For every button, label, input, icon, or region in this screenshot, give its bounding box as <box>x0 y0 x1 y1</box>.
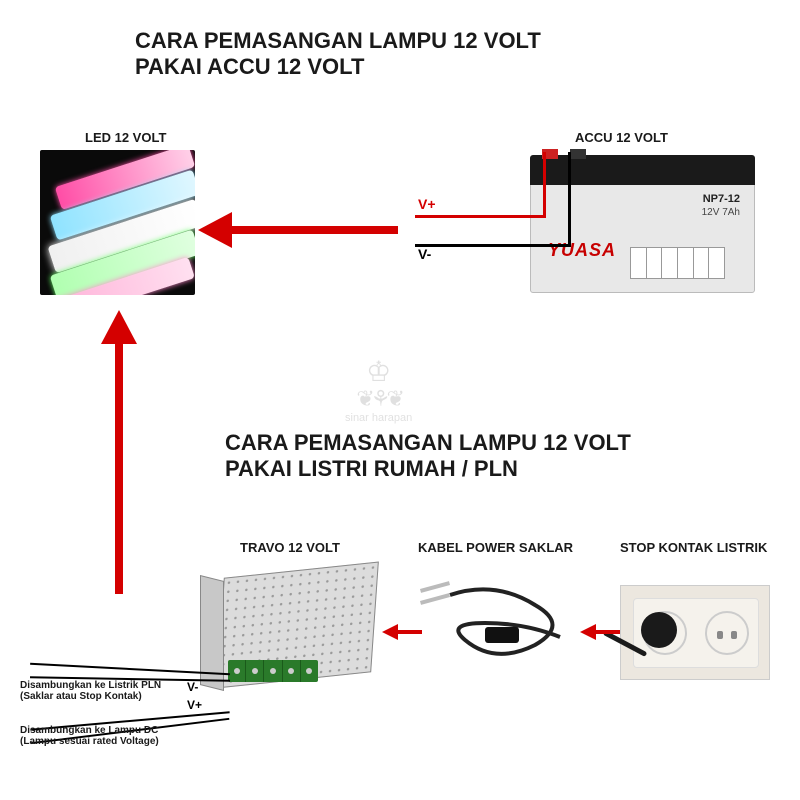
led-module <box>40 150 195 295</box>
label-vplus: V+ <box>418 196 436 212</box>
wire-vplus <box>415 215 545 218</box>
label-stop: STOP KONTAK LISTRIK <box>620 540 767 555</box>
title-1-line2: PAKAI ACCU 12 VOLT <box>135 54 541 80</box>
arrow-cable-to-psu <box>396 630 422 634</box>
arrow-travo-to-led-head <box>101 310 137 344</box>
note-pln: Disambungkan ke Listrik PLN (Saklar atau… <box>20 680 161 702</box>
title-2-line2: PAKAI LISTRI RUMAH / PLN <box>225 456 631 482</box>
label-kabel: KABEL POWER SAKLAR <box>418 540 573 555</box>
battery-model: NP7-12 <box>703 193 740 205</box>
arrow-outlet-to-cable-head <box>580 624 596 640</box>
arrow-accu-to-led-head <box>198 212 232 248</box>
label-vminus2: V- <box>187 680 198 694</box>
wall-outlet <box>620 585 770 680</box>
arrow-outlet-to-cable <box>594 630 620 634</box>
arrow-cable-to-psu-head <box>382 624 398 640</box>
title-1: CARA PEMASANGAN LAMPU 12 VOLT PAKAI ACCU… <box>135 28 541 81</box>
arrow-accu-to-led <box>228 226 398 234</box>
laurel-icon: ❦⚘❦ <box>345 386 412 412</box>
power-cable <box>415 575 580 685</box>
battery-spec: 12V 7Ah <box>702 207 740 218</box>
note-dc-l1: Disambungkan ke Lampu DC <box>20 725 159 736</box>
label-travo: TRAVO 12 VOLT <box>240 540 340 555</box>
title-2-line1: CARA PEMASANGAN LAMPU 12 VOLT <box>225 430 631 456</box>
battery-accu: YUASA NP7-12 12V 7Ah <box>530 155 755 295</box>
crown-icon: ♔ <box>345 358 412 386</box>
wire-vminus <box>415 244 570 247</box>
note-dc-l2: (Lampu sesuai rated Voltage) <box>20 736 159 747</box>
note-pln-l2: (Saklar atau Stop Kontak) <box>20 691 161 702</box>
wire-vplus-up <box>543 152 546 218</box>
label-accu: ACCU 12 VOLT <box>575 130 668 145</box>
title-1-line1: CARA PEMASANGAN LAMPU 12 VOLT <box>135 28 541 54</box>
label-vplus2: V+ <box>187 698 202 712</box>
label-vminus: V- <box>418 246 431 262</box>
note-pln-l1: Disambungkan ke Listrik PLN <box>20 680 161 691</box>
watermark: ♔ ❦⚘❦ sinar harapan <box>345 358 412 424</box>
arrow-travo-to-led <box>115 342 123 594</box>
note-dc: Disambungkan ke Lampu DC (Lampu sesuai r… <box>20 725 159 747</box>
watermark-text: sinar harapan <box>345 412 412 424</box>
title-2: CARA PEMASANGAN LAMPU 12 VOLT PAKAI LIST… <box>225 430 631 483</box>
wire-vminus-up <box>568 152 571 247</box>
label-led: LED 12 VOLT <box>85 130 166 145</box>
